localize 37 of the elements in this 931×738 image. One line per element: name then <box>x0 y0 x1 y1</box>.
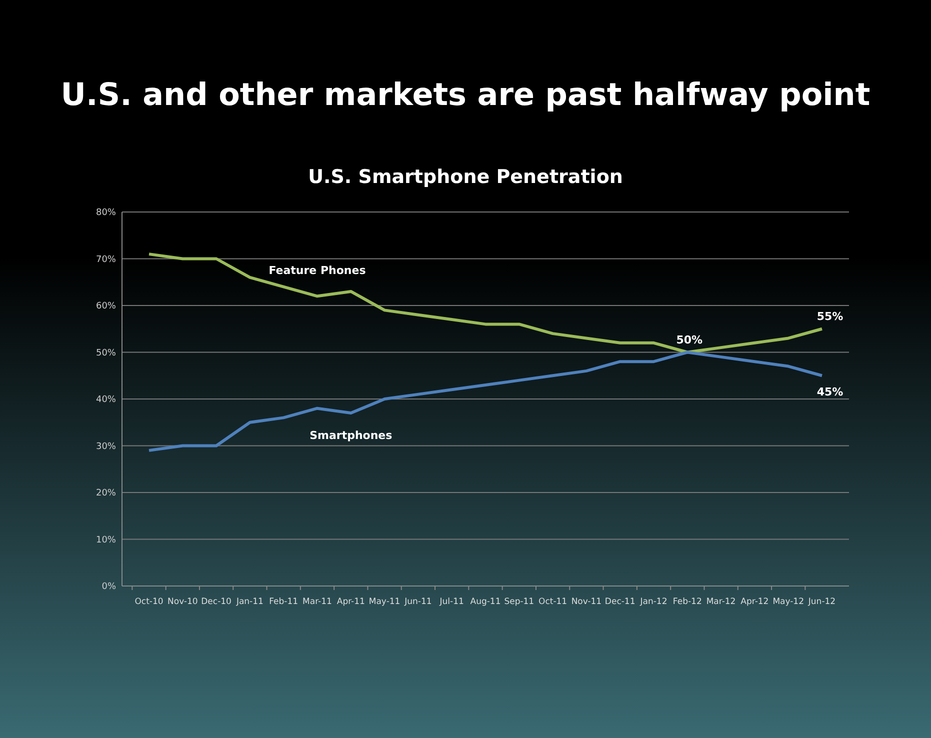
series-label: Feature Phones <box>268 264 366 278</box>
annotation: 50% <box>676 333 703 346</box>
y-tick-label: 60% <box>96 302 116 312</box>
x-tick-label: Jan-11 <box>235 597 264 607</box>
annotation: 55% <box>816 310 844 323</box>
y-tick-label: 50% <box>96 348 116 358</box>
x-tick-label: Dec-11 <box>604 597 636 607</box>
x-tick-label: Apr-11 <box>336 597 365 607</box>
y-tick-label: 30% <box>96 442 116 452</box>
x-tick-label: Feb-11 <box>269 597 298 607</box>
x-tick-label: May-12 <box>772 597 804 607</box>
y-tick-label: 20% <box>96 488 116 498</box>
chart-subtitle: U.S. Smartphone Penetration <box>308 166 623 188</box>
x-tick-label: Oct-10 <box>134 597 164 607</box>
chart-title: U.S. and other markets are past halfway point <box>60 77 870 113</box>
x-tick-label: Jun-11 <box>404 597 432 607</box>
y-tick-label: 80% <box>96 208 116 218</box>
y-tick-label: 0% <box>102 582 116 592</box>
x-tick-label: May-11 <box>368 597 400 607</box>
x-tick-label: Apr-12 <box>740 597 769 607</box>
x-tick-label: Nov-11 <box>571 597 602 607</box>
y-tick-label: 40% <box>96 395 116 405</box>
x-tick-label: Mar-11 <box>302 597 332 607</box>
x-tick-label: Jun-12 <box>807 597 836 607</box>
x-tick-label: Nov-10 <box>168 597 198 607</box>
annotation: 45% <box>816 386 844 399</box>
y-tick-label: 10% <box>96 535 116 546</box>
x-tick-label: Aug-11 <box>470 597 501 607</box>
x-tick-label: Sep-11 <box>504 597 534 607</box>
y-tick-label: 70% <box>96 254 116 265</box>
x-tick-label: Feb-12 <box>672 597 702 607</box>
x-tick-label: Mar-12 <box>706 597 736 607</box>
x-tick-label: Jan-12 <box>639 597 668 607</box>
x-tick-label: Jul-11 <box>438 597 464 607</box>
series-label: Smartphones <box>310 429 393 442</box>
x-tick-label: Oct-11 <box>538 597 568 607</box>
x-tick-label: Dec-10 <box>201 597 232 607</box>
